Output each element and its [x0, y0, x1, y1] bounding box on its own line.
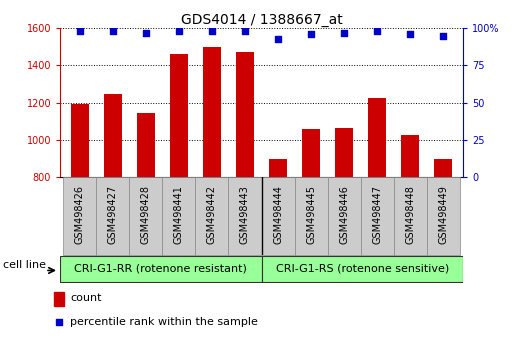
- Point: [109, 28, 117, 34]
- Point: [142, 30, 150, 36]
- Point: [307, 32, 315, 37]
- FancyBboxPatch shape: [262, 177, 294, 255]
- Text: GSM498447: GSM498447: [372, 185, 382, 244]
- Point: [208, 28, 216, 34]
- FancyBboxPatch shape: [60, 256, 262, 282]
- FancyBboxPatch shape: [393, 177, 427, 255]
- Text: GSM498442: GSM498442: [207, 185, 217, 244]
- Text: CRI-G1-RR (rotenone resistant): CRI-G1-RR (rotenone resistant): [74, 263, 247, 274]
- Text: GSM498445: GSM498445: [306, 185, 316, 244]
- Title: GDS4014 / 1388667_at: GDS4014 / 1388667_at: [180, 13, 343, 27]
- Bar: [434, 159, 452, 177]
- Text: percentile rank within the sample: percentile rank within the sample: [70, 317, 258, 327]
- Bar: [170, 55, 188, 177]
- Text: GSM498426: GSM498426: [75, 185, 85, 244]
- Bar: [401, 135, 419, 177]
- Bar: [203, 47, 221, 177]
- Bar: [137, 113, 155, 177]
- Point: [76, 28, 84, 34]
- Point: [241, 28, 249, 34]
- FancyBboxPatch shape: [196, 177, 229, 255]
- Text: GSM498443: GSM498443: [240, 185, 250, 244]
- FancyBboxPatch shape: [360, 177, 393, 255]
- Bar: [54, 292, 64, 306]
- FancyBboxPatch shape: [327, 177, 360, 255]
- Point: [373, 28, 381, 34]
- Text: GSM498449: GSM498449: [438, 185, 448, 244]
- Text: cell line: cell line: [3, 260, 46, 270]
- Bar: [236, 52, 254, 177]
- FancyBboxPatch shape: [63, 177, 96, 255]
- Text: GSM498444: GSM498444: [273, 185, 283, 244]
- Text: count: count: [70, 293, 102, 303]
- FancyBboxPatch shape: [130, 177, 163, 255]
- Text: CRI-G1-RS (rotenone sensitive): CRI-G1-RS (rotenone sensitive): [276, 263, 449, 274]
- Text: GSM498428: GSM498428: [141, 185, 151, 244]
- Point: [175, 28, 183, 34]
- FancyBboxPatch shape: [294, 177, 327, 255]
- Text: GSM498448: GSM498448: [405, 185, 415, 244]
- Bar: [335, 128, 353, 177]
- Text: GSM498427: GSM498427: [108, 185, 118, 244]
- Point: [55, 319, 63, 325]
- FancyBboxPatch shape: [262, 256, 463, 282]
- Point: [439, 33, 447, 39]
- Point: [406, 32, 414, 37]
- FancyBboxPatch shape: [96, 177, 130, 255]
- Bar: [104, 94, 122, 177]
- Bar: [71, 104, 89, 177]
- Text: GSM498441: GSM498441: [174, 185, 184, 244]
- Bar: [269, 159, 287, 177]
- FancyBboxPatch shape: [427, 177, 460, 255]
- Bar: [368, 98, 386, 177]
- FancyBboxPatch shape: [163, 177, 196, 255]
- Bar: [302, 129, 320, 177]
- Point: [274, 36, 282, 41]
- Text: GSM498446: GSM498446: [339, 185, 349, 244]
- Point: [340, 30, 348, 36]
- FancyBboxPatch shape: [229, 177, 262, 255]
